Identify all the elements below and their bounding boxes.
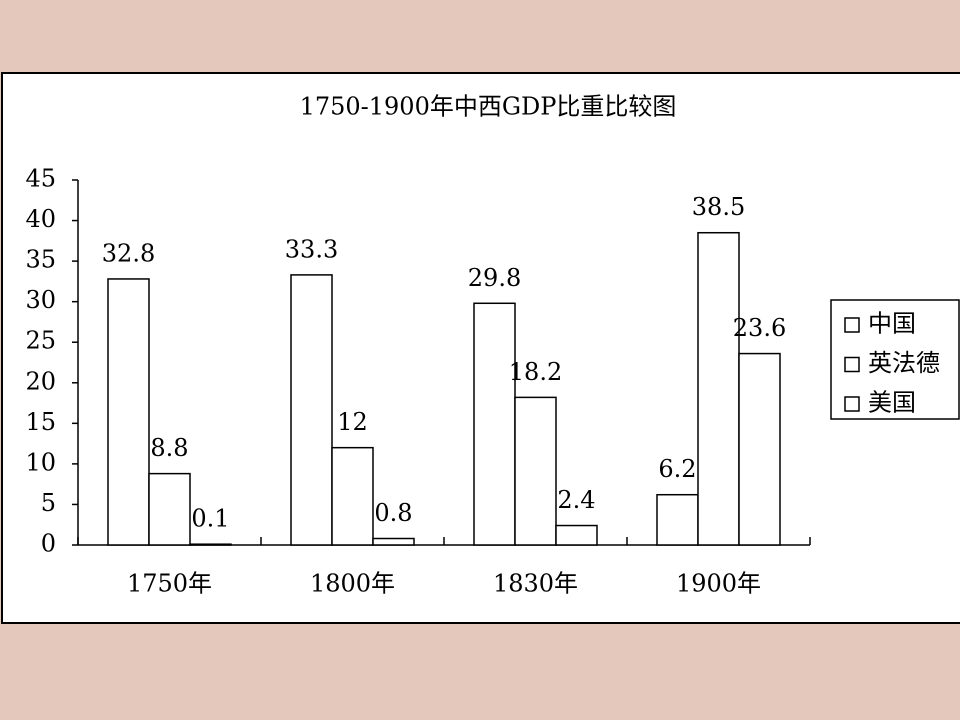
bar xyxy=(107,278,150,546)
value-label: 0.1 xyxy=(191,505,229,533)
bar xyxy=(555,524,598,546)
x-tick-label: 1830年 xyxy=(493,570,578,598)
bar xyxy=(656,493,699,546)
bar xyxy=(148,472,191,546)
x-tick-label: 1900年 xyxy=(676,570,761,598)
value-label: 38.5 xyxy=(692,193,745,221)
legend-swatch xyxy=(844,317,860,333)
value-label: 6.2 xyxy=(658,455,696,483)
y-tick-label: 0 xyxy=(41,530,56,558)
legend-swatch xyxy=(844,356,860,373)
x-tick-label: 1800年 xyxy=(310,570,395,598)
bar xyxy=(697,231,740,546)
value-label: 2.4 xyxy=(557,486,595,514)
legend-label: 英法德 xyxy=(868,349,940,377)
bar xyxy=(514,396,557,546)
bar xyxy=(473,302,516,546)
legend-label: 美国 xyxy=(868,389,916,417)
bar xyxy=(372,537,415,546)
legend-label: 中国 xyxy=(868,310,916,338)
value-label: 18.2 xyxy=(509,358,562,386)
y-tick-label: 10 xyxy=(25,448,56,476)
value-label: 0.8 xyxy=(374,499,412,527)
value-label: 32.8 xyxy=(102,239,155,267)
chart-title: 1750-1900年中西GDP比重比较图 xyxy=(300,93,677,121)
legend-swatch xyxy=(844,396,860,412)
x-tick-label: 1750年 xyxy=(127,570,212,598)
y-tick-label: 5 xyxy=(41,489,56,517)
y-tick-label: 45 xyxy=(25,165,56,193)
bar xyxy=(290,274,333,546)
y-tick-label: 40 xyxy=(25,205,56,233)
y-tick-label: 20 xyxy=(25,367,56,395)
bar xyxy=(189,543,232,546)
bar xyxy=(738,352,781,546)
y-tick-label: 25 xyxy=(25,327,56,355)
value-label: 12 xyxy=(337,408,368,436)
value-label: 29.8 xyxy=(468,264,521,292)
value-label: 23.6 xyxy=(733,314,786,342)
value-label: 8.8 xyxy=(150,434,188,462)
y-tick-label: 15 xyxy=(25,408,56,436)
bar xyxy=(331,446,374,546)
y-tick-label: 35 xyxy=(25,246,56,274)
y-tick-label: 30 xyxy=(25,286,56,314)
value-label: 33.3 xyxy=(285,235,338,263)
